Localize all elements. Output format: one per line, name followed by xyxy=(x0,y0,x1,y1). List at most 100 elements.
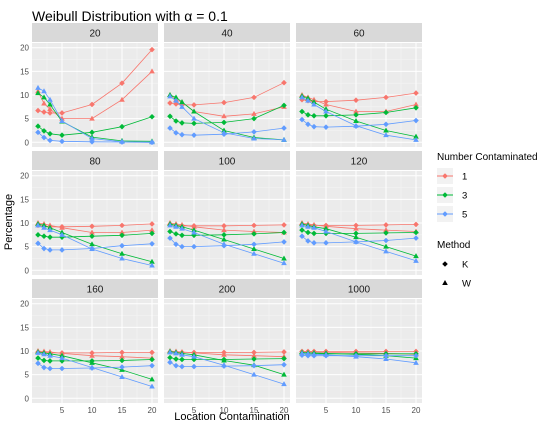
y-tick-label: 0 xyxy=(25,138,30,147)
data-point xyxy=(251,110,257,116)
data-point xyxy=(323,225,329,231)
data-point xyxy=(119,255,125,261)
data-point xyxy=(41,128,47,134)
data-point xyxy=(119,222,125,229)
data-point xyxy=(251,115,257,122)
x-tick-label: 20 xyxy=(280,406,289,415)
x-tick-label: 10 xyxy=(88,406,97,415)
data-point xyxy=(221,99,227,106)
data-point xyxy=(167,125,173,131)
data-point xyxy=(47,352,53,358)
y-tick-label: 10 xyxy=(20,91,29,100)
legend-label: 1 xyxy=(462,172,467,183)
facet-strip-label: 60 xyxy=(353,29,365,40)
data-point xyxy=(119,138,125,144)
facet-panel-80: 80 0 5 10 15 20 xyxy=(20,151,158,275)
data-point xyxy=(281,102,287,109)
data-point xyxy=(353,230,359,237)
data-point xyxy=(41,364,47,371)
data-point xyxy=(281,381,287,387)
data-point xyxy=(59,231,65,237)
data-point xyxy=(251,231,257,237)
data-point xyxy=(221,357,227,363)
data-point xyxy=(89,115,95,121)
x-axis-label: Location Contamination xyxy=(174,411,290,423)
x-tick-label: 5 xyxy=(192,406,197,415)
data-point xyxy=(59,234,65,240)
x-tick-label: 10 xyxy=(352,406,361,415)
data-point xyxy=(413,352,419,359)
data-point xyxy=(89,241,95,247)
data-point xyxy=(179,232,185,239)
data-point xyxy=(305,238,311,244)
legend-label: 3 xyxy=(462,191,467,202)
data-point xyxy=(119,349,125,356)
data-point xyxy=(41,357,47,364)
data-point xyxy=(383,243,389,249)
data-point xyxy=(179,225,185,231)
data-point xyxy=(305,121,311,128)
data-point xyxy=(191,132,197,138)
data-point xyxy=(149,362,155,369)
x-tick-label: 5 xyxy=(324,406,329,415)
data-point xyxy=(89,135,95,141)
data-point xyxy=(299,94,305,100)
data-point xyxy=(353,112,359,118)
data-point xyxy=(119,96,125,102)
data-point xyxy=(173,97,179,103)
data-point xyxy=(167,113,173,120)
data-point xyxy=(251,362,257,369)
data-point xyxy=(179,103,185,109)
facet-strip-label: 1000 xyxy=(348,285,371,296)
data-point xyxy=(89,139,95,145)
data-point xyxy=(191,363,197,370)
data-point xyxy=(323,228,329,234)
data-point xyxy=(251,349,257,356)
data-point xyxy=(149,241,155,247)
facet-strip-label: 20 xyxy=(89,29,101,40)
data-point xyxy=(167,359,173,366)
data-point xyxy=(149,376,155,382)
data-point xyxy=(41,224,47,230)
x-tick-label: 10 xyxy=(220,406,229,415)
data-point xyxy=(59,355,65,361)
data-point xyxy=(119,123,125,130)
data-point xyxy=(35,240,41,247)
data-point xyxy=(281,136,287,142)
data-point xyxy=(119,250,125,256)
data-point xyxy=(281,355,287,362)
y-tick-label: 20 xyxy=(20,300,29,309)
data-point xyxy=(311,230,317,237)
data-point xyxy=(413,101,419,107)
data-point xyxy=(89,233,95,240)
data-point xyxy=(173,362,179,369)
data-point xyxy=(35,90,41,96)
y-tick-label: 5 xyxy=(25,115,30,124)
data-point xyxy=(413,253,419,259)
data-point xyxy=(35,123,41,129)
data-point xyxy=(191,115,197,121)
data-point xyxy=(413,117,419,124)
data-point xyxy=(383,127,389,133)
facet-strip xyxy=(32,151,158,170)
y-tick-label: 10 xyxy=(20,219,29,228)
facet-panel-100: 100 xyxy=(164,151,290,275)
facet-strip xyxy=(32,279,158,298)
legend-key-marker xyxy=(442,173,448,179)
data-point xyxy=(383,248,389,254)
data-point xyxy=(221,129,227,135)
data-point xyxy=(221,351,227,357)
data-point xyxy=(383,237,389,244)
data-point xyxy=(179,243,185,250)
data-point xyxy=(251,246,257,251)
legend-label: K xyxy=(462,260,469,271)
data-point xyxy=(35,84,41,90)
data-point xyxy=(281,125,287,131)
data-point xyxy=(35,355,41,361)
data-point xyxy=(47,358,53,364)
data-point xyxy=(89,352,95,358)
data-point xyxy=(35,107,41,114)
data-point xyxy=(413,90,419,96)
data-point xyxy=(221,232,227,238)
